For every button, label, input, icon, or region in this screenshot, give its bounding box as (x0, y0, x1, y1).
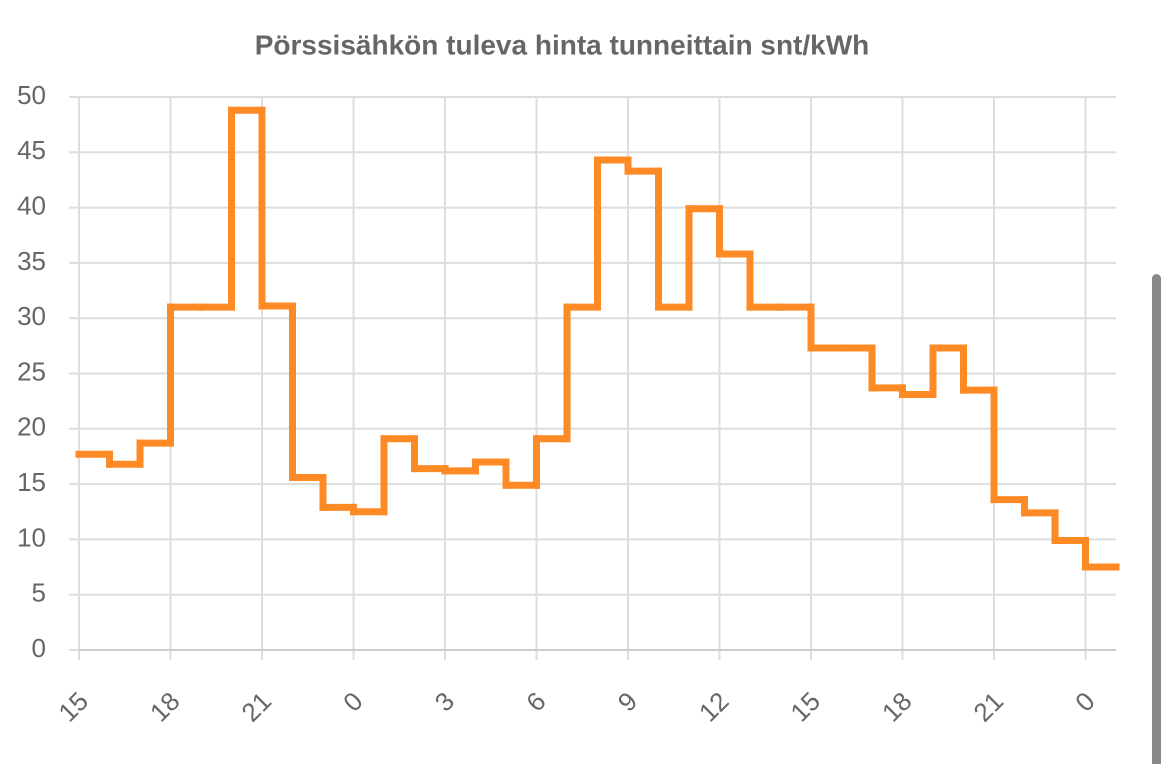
x-tick-label: 0 (1069, 686, 1100, 717)
x-tick-label: 3 (429, 686, 460, 717)
y-tick-label: 35 (17, 246, 46, 276)
y-tick-label: 10 (17, 522, 46, 552)
chart-title: Pörssisähkön tuleva hinta tunneittain sn… (255, 29, 870, 60)
y-tick-label: 40 (17, 190, 46, 220)
scrollbar[interactable] (1152, 274, 1161, 764)
y-tick-label: 15 (17, 467, 46, 497)
y-tick-label: 5 (32, 578, 46, 608)
x-tick-label: 15 (784, 686, 826, 728)
x-tick-label: 18 (144, 686, 186, 728)
x-tick-label: 21 (967, 686, 1009, 728)
x-tick-label: 15 (52, 686, 94, 728)
x-tick-label: 0 (337, 686, 368, 717)
y-tick-label: 0 (32, 633, 46, 663)
y-tick-label: 20 (17, 412, 46, 442)
y-tick-label: 30 (17, 301, 46, 331)
x-tick-label: 18 (876, 686, 918, 728)
x-tick-label: 9 (612, 686, 643, 717)
y-tick-label: 50 (17, 80, 46, 110)
x-tick-label: 21 (235, 686, 277, 728)
x-tick-label: 6 (520, 686, 551, 717)
y-tick-label: 45 (17, 135, 46, 165)
y-tick-label: 25 (17, 356, 46, 386)
x-tick-label: 12 (693, 686, 735, 728)
